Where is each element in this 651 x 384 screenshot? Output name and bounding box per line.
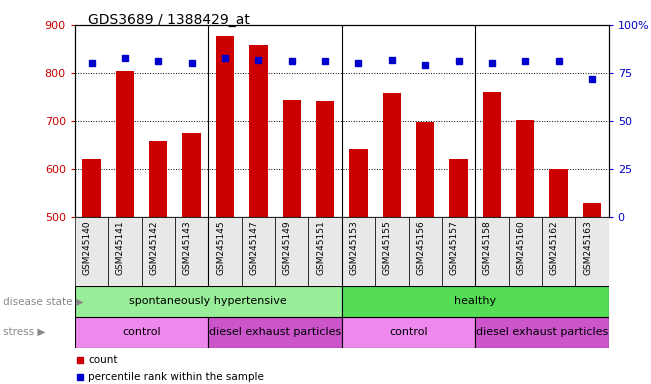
- Bar: [475, 217, 508, 286]
- Bar: [175, 217, 208, 286]
- Bar: [242, 217, 275, 286]
- Bar: [442, 217, 475, 286]
- Bar: [483, 92, 501, 217]
- Bar: [283, 100, 301, 217]
- Text: GSM245163: GSM245163: [583, 220, 592, 275]
- Bar: [449, 159, 467, 217]
- Text: GDS3689 / 1388429_at: GDS3689 / 1388429_at: [88, 13, 250, 27]
- Text: GSM245147: GSM245147: [249, 220, 258, 275]
- Bar: [75, 217, 108, 286]
- Text: diesel exhaust particles: diesel exhaust particles: [209, 327, 341, 337]
- Text: control: control: [122, 327, 161, 337]
- Text: spontaneously hypertensive: spontaneously hypertensive: [130, 296, 287, 306]
- Bar: [508, 217, 542, 286]
- Bar: [149, 141, 167, 217]
- Bar: [416, 122, 434, 217]
- Text: GSM245162: GSM245162: [549, 220, 559, 275]
- Bar: [275, 217, 309, 286]
- Bar: [116, 71, 134, 217]
- Bar: [342, 317, 475, 348]
- Bar: [549, 169, 568, 217]
- Text: GSM245158: GSM245158: [483, 220, 492, 275]
- Text: GSM245141: GSM245141: [116, 220, 125, 275]
- Bar: [583, 203, 601, 217]
- Bar: [542, 217, 575, 286]
- Bar: [516, 121, 534, 217]
- Bar: [216, 36, 234, 217]
- Text: disease state ▶: disease state ▶: [3, 296, 84, 306]
- Bar: [375, 217, 409, 286]
- Bar: [409, 217, 442, 286]
- Bar: [316, 101, 334, 217]
- Text: GSM245149: GSM245149: [283, 220, 292, 275]
- Text: count: count: [89, 355, 118, 365]
- Text: control: control: [389, 327, 428, 337]
- Text: healthy: healthy: [454, 296, 496, 306]
- Text: GSM245143: GSM245143: [183, 220, 191, 275]
- Text: diesel exhaust particles: diesel exhaust particles: [476, 327, 608, 337]
- Bar: [75, 317, 208, 348]
- Text: stress ▶: stress ▶: [3, 327, 46, 337]
- Bar: [575, 217, 609, 286]
- Bar: [383, 93, 401, 217]
- Bar: [182, 133, 201, 217]
- Bar: [342, 217, 375, 286]
- Bar: [208, 317, 342, 348]
- Bar: [249, 45, 268, 217]
- Bar: [350, 149, 368, 217]
- Bar: [75, 286, 342, 317]
- Bar: [475, 317, 609, 348]
- Text: percentile rank within the sample: percentile rank within the sample: [89, 372, 264, 382]
- Text: GSM245157: GSM245157: [450, 220, 458, 275]
- Bar: [208, 217, 242, 286]
- Text: GSM245155: GSM245155: [383, 220, 392, 275]
- Bar: [342, 286, 609, 317]
- Text: GSM245142: GSM245142: [149, 220, 158, 275]
- Bar: [309, 217, 342, 286]
- Bar: [108, 217, 142, 286]
- Text: GSM245156: GSM245156: [416, 220, 425, 275]
- Bar: [142, 217, 175, 286]
- Text: GSM245140: GSM245140: [83, 220, 92, 275]
- Bar: [83, 159, 101, 217]
- Text: GSM245160: GSM245160: [516, 220, 525, 275]
- Text: GSM245153: GSM245153: [350, 220, 359, 275]
- Text: GSM245151: GSM245151: [316, 220, 325, 275]
- Text: GSM245145: GSM245145: [216, 220, 225, 275]
